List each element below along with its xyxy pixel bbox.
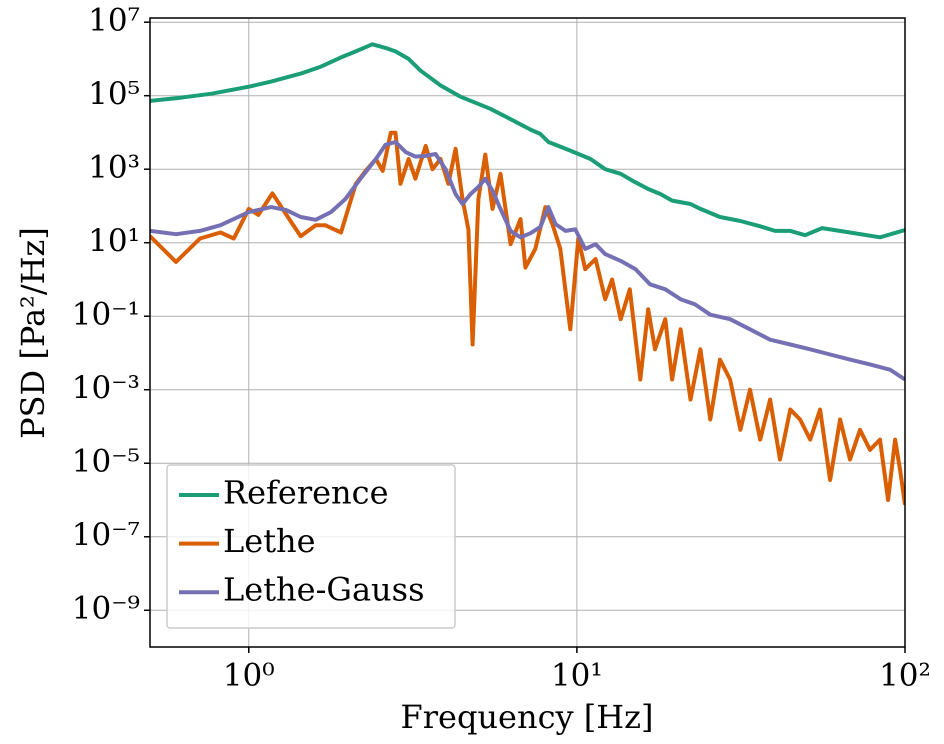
y-tick-label: 10³ (88, 150, 140, 186)
y-tick-label: 10¹ (88, 223, 140, 259)
y-tick-label: 10⁻³ (72, 370, 140, 406)
y-tick-label: 10⁷ (88, 3, 140, 39)
x-tick-label: 10² (879, 658, 931, 694)
y-axis-label: PSD [Pa²/Hz] (14, 227, 52, 439)
legend-label: Lethe (223, 522, 316, 560)
x-tick-label: 10¹ (551, 658, 603, 694)
legend-label: Lethe-Gauss (223, 571, 425, 609)
legend-box (166, 464, 456, 629)
series-line (150, 140, 905, 382)
series-line (150, 130, 905, 506)
x-tick-label: 10⁰ (223, 658, 275, 694)
series-line (150, 42, 905, 240)
y-tick-label: 10⁻⁷ (72, 517, 140, 553)
legend-label: Reference (223, 474, 389, 512)
y-tick-label: 10⁻⁹ (72, 591, 140, 627)
x-axis-label: Frequency [Hz] (401, 698, 654, 736)
plot-frame (149, 17, 906, 648)
y-tick-label: 10⁵ (88, 76, 140, 112)
y-tick-label: 10⁻⁵ (72, 444, 140, 480)
y-tick-label: 10⁻¹ (72, 297, 140, 333)
